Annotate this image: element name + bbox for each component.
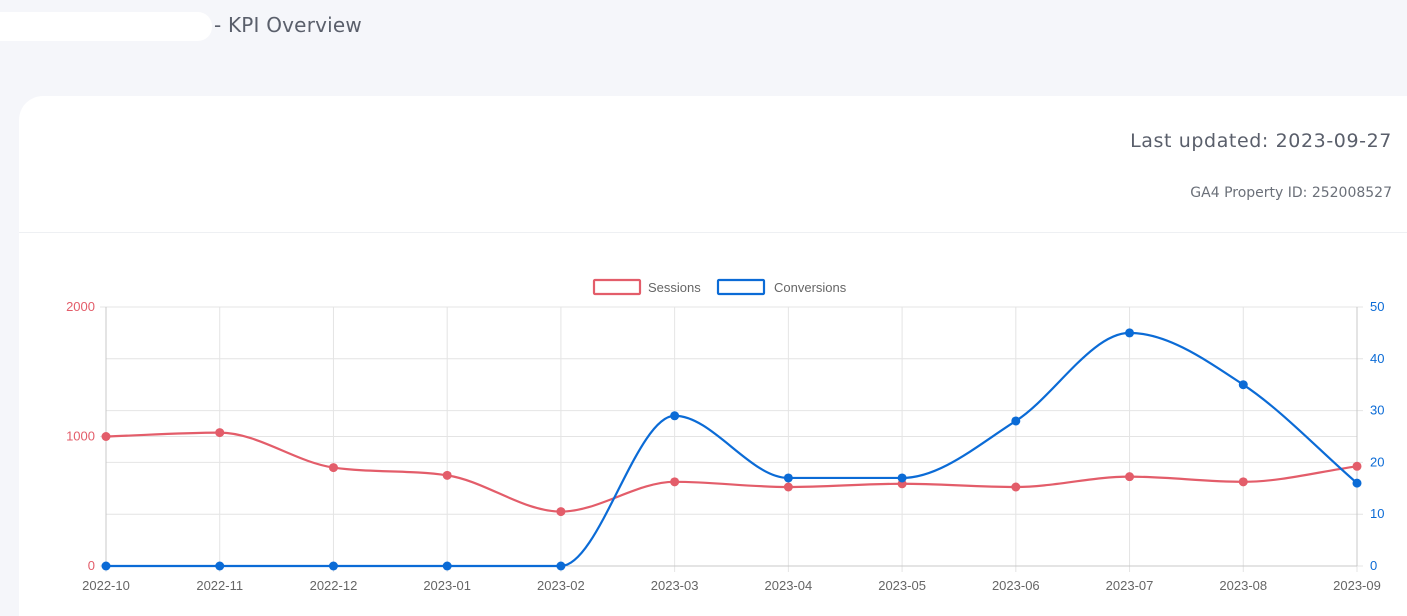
x-tick-label: 2023-05 (878, 578, 926, 593)
data-point-sessions (101, 432, 111, 441)
property-id-text: GA4 Property ID: 252008527 (1190, 185, 1392, 201)
card-divider (19, 232, 1407, 233)
redacted-site-name (0, 12, 212, 41)
y-right-tick-label: 40 (1370, 351, 1384, 366)
data-point-conversions (897, 473, 907, 483)
data-point-conversions (101, 561, 111, 571)
legend-label-conversions: Conversions (774, 280, 847, 295)
y-left-tick-label: 2000 (66, 299, 95, 314)
data-point-sessions (783, 482, 793, 492)
data-point-conversions (556, 561, 566, 571)
page-title: - KPI Overview (214, 13, 362, 37)
x-tick-label: 2023-09 (1333, 578, 1381, 593)
kpi-card (19, 96, 1407, 616)
x-tick-label: 2022-10 (82, 578, 130, 593)
data-point-sessions (442, 470, 452, 480)
data-point-sessions (1238, 477, 1248, 487)
data-point-conversions (1238, 380, 1248, 390)
data-point-conversions (1352, 478, 1362, 488)
x-tick-label: 2023-02 (537, 578, 585, 593)
data-point-conversions (783, 473, 793, 483)
last-updated-text: Last updated: 2023-09-27 (1130, 130, 1392, 152)
data-point-conversions (1011, 416, 1021, 426)
data-point-sessions (1352, 461, 1362, 471)
data-point-conversions (1125, 328, 1135, 338)
data-point-sessions (556, 507, 566, 517)
y-left-tick-label: 1000 (66, 429, 95, 444)
x-tick-label: 2023-04 (765, 578, 813, 593)
legend-swatch-sessions (592, 278, 642, 296)
y-right-tick-label: 10 (1370, 506, 1384, 521)
data-point-sessions (1125, 472, 1135, 482)
x-tick-label: 2022-11 (196, 578, 243, 593)
series-line-conversions (105, 331, 1358, 568)
y-right-tick-label: 30 (1370, 403, 1384, 418)
y-right-tick-label: 20 (1370, 454, 1384, 469)
y-right-tick-label: 50 (1370, 299, 1384, 314)
x-tick-label: 2023-03 (651, 578, 699, 593)
data-point-conversions (328, 561, 338, 571)
data-point-sessions (670, 477, 680, 487)
x-tick-label: 2022-12 (310, 578, 358, 593)
data-point-sessions (215, 428, 225, 438)
x-tick-label: 2023-07 (1106, 578, 1154, 593)
x-tick-label: 2023-08 (1219, 578, 1267, 593)
data-point-conversions (670, 411, 680, 421)
y-right-tick-label: 0 (1370, 558, 1377, 573)
data-point-conversions (442, 561, 452, 571)
x-tick-label: 2023-01 (423, 578, 471, 593)
data-point-conversions (215, 561, 225, 571)
legend-swatch-conversions (716, 278, 766, 296)
data-point-sessions (1011, 482, 1021, 492)
data-point-sessions (328, 463, 338, 473)
series-line-sessions (105, 431, 1358, 513)
legend-label-sessions: Sessions (648, 280, 701, 295)
y-left-tick-label: 0 (88, 558, 95, 573)
x-tick-label: 2023-06 (992, 578, 1040, 593)
